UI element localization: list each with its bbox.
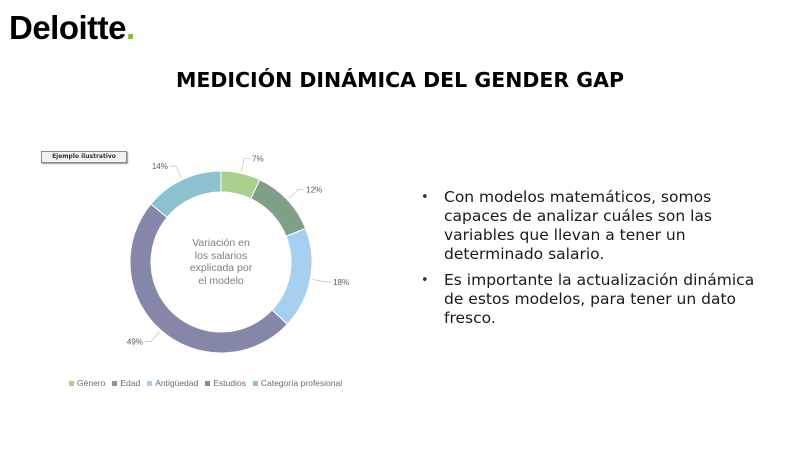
legend-label: Estudios [213, 378, 246, 388]
bullet-text: Con modelos matemáticos, somos capaces d… [444, 188, 712, 263]
leader-line-3 [144, 331, 160, 342]
bullet-text: Es importante la actualización dinámica … [444, 271, 755, 327]
bullet-list: • Con modelos matemáticos, somos capaces … [420, 188, 760, 335]
logo-text: Deloitte [9, 9, 127, 46]
donut-center-label: Variación en los salarios explicada por … [176, 237, 266, 287]
center-line: Variación en [192, 237, 250, 249]
donut-slice-4 [150, 170, 222, 219]
bullet-glyph: • [421, 190, 429, 205]
legend-swatch [252, 380, 258, 386]
illustrative-badge: Ejemplo ilustrativo [41, 151, 127, 163]
leader-line-4 [169, 165, 182, 179]
center-line: los salarios [194, 249, 248, 262]
legend-item-estudios: Estudios [205, 377, 246, 389]
leader-line-2 [312, 279, 332, 283]
leader-line-0 [240, 158, 251, 172]
donut-slice-2 [271, 227, 313, 326]
legend-item-antiguedad: Antigüedad [147, 377, 198, 389]
legend-label: Antigüedad [155, 378, 199, 388]
legend-swatch [112, 380, 118, 386]
percent-label-1: 12% [306, 185, 322, 194]
slide-title: MEDICIÓN DINÁMICA DEL GENDER GAP [175, 68, 625, 92]
legend-item-genero: Género [69, 377, 105, 389]
donut-slice-1 [250, 178, 307, 237]
legend-swatch [205, 380, 211, 386]
chart-legend: Género Edad Antigüedad Estudios Categorí… [69, 377, 342, 389]
legend-swatch [69, 380, 74, 386]
legend-item-edad: Edad [112, 377, 140, 389]
percent-label-3: 49% [127, 338, 143, 347]
bullet-item: • Con modelos matemáticos, somos capaces … [420, 188, 760, 264]
bullet-glyph: • [421, 273, 429, 288]
legend-item-categoria-profesional: Categoría profesional [252, 377, 343, 389]
logo-dot: . [126, 9, 135, 46]
center-line: el modelo [198, 274, 244, 287]
donut-percent-labels: 7% 12% 18% 49% 14% [127, 155, 349, 347]
percent-label-0: 7% [252, 155, 264, 164]
donut-leader-lines [144, 158, 332, 342]
bullet-item: • Es importante la actualización dinámica… [420, 271, 760, 328]
deloitte-logo: Deloitte. [9, 8, 135, 48]
legend-label: Género [77, 378, 106, 388]
percent-label-2: 18% [333, 278, 349, 287]
donut-slice-3 [129, 203, 289, 354]
center-line: explicada por [189, 262, 253, 274]
percent-label-4: 14% [152, 162, 168, 171]
legend-swatch [147, 380, 153, 386]
legend-label: Edad [120, 378, 141, 388]
legend-label: Categoría profesional [260, 378, 343, 388]
leader-line-1 [288, 189, 305, 199]
donut-slices [129, 170, 313, 354]
